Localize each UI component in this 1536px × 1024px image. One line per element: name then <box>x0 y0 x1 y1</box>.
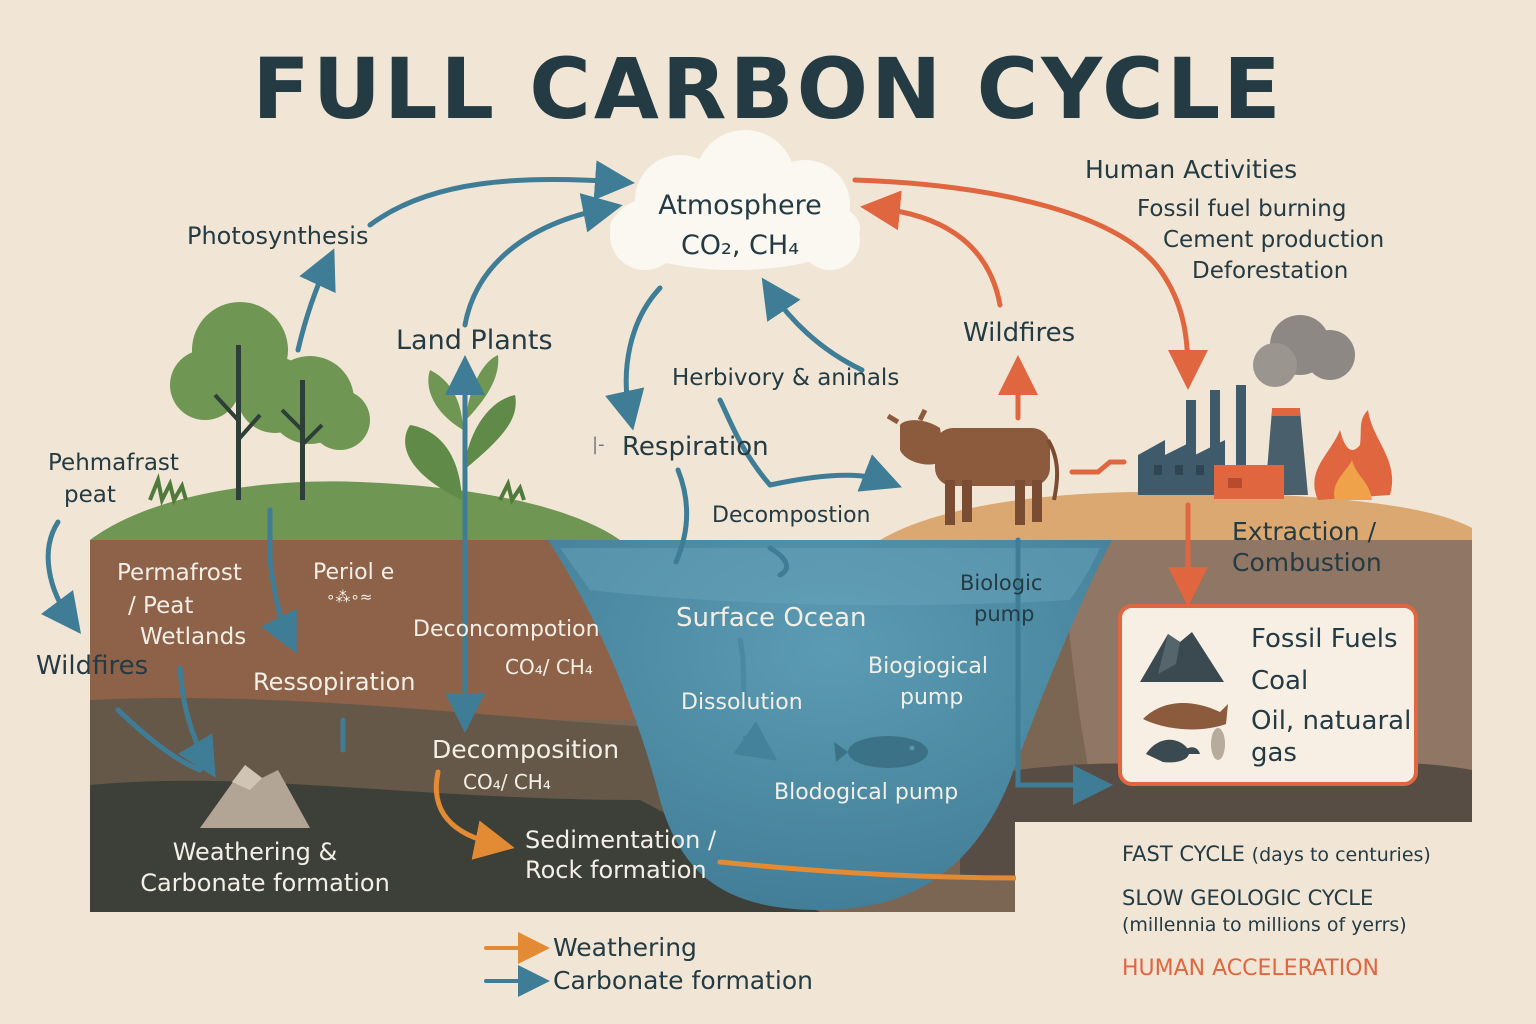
trees-icon <box>148 302 526 507</box>
deconcompotion-label: Deconcompotion <box>413 617 600 642</box>
fossil-fuels-box <box>1118 604 1418 786</box>
rock-formation-label: Rock formation <box>525 856 707 884</box>
slow-cycle-arrows <box>433 769 1018 881</box>
permafrost-peat-top-label: Pehmafrast <box>48 450 179 476</box>
co4-ch4-label-a: CO₄/ CH₄ <box>505 655 593 679</box>
biogiogical-pump-label-2: pump <box>900 685 964 710</box>
wildfires-left-label: Wildfires <box>36 651 149 681</box>
legend-fast-cycle: FAST CYCLE (days to centuries) <box>1122 842 1431 866</box>
fish-icon <box>834 736 928 768</box>
decomposition-top-label: Decompostion <box>712 503 871 528</box>
page-title: FULL CARBON CYCLE <box>252 40 1284 138</box>
ocean <box>548 540 1112 910</box>
fossil-fuel-oil: Oil, natuaral <box>1251 706 1412 736</box>
human-activities-heading: Human Activities <box>1085 155 1298 184</box>
extraction-label: Extraction / <box>1232 517 1376 546</box>
legend-slow-cycle-label: SLOW GEOLOGIC CYCLE <box>1122 886 1374 910</box>
bottom-legend-weathering: Weathering <box>553 933 697 962</box>
carbonate-formation-label: Carbonate formation <box>140 869 390 897</box>
surface-ocean-label: Surface Ocean <box>676 603 867 633</box>
biologic-pump-label-2: pump <box>974 602 1035 626</box>
blodogical-pump-label: Blodogical pump <box>774 780 959 805</box>
atmosphere-gases: CO₂, CH₄ <box>680 230 800 261</box>
biogiogical-pump-label: Biogiogical <box>868 654 988 679</box>
human-activity-fossil-fuel: Fossil fuel burning <box>1137 196 1347 222</box>
fossil-fuels-heading: Fossil Fuels <box>1251 624 1398 654</box>
fossil-fuel-coal: Coal <box>1251 666 1309 696</box>
plant-icon <box>405 355 516 500</box>
photosynthesis-label: Photosynthesis <box>187 222 369 250</box>
grass-hill <box>90 481 620 540</box>
atmosphere-label: Atmosphere <box>658 190 822 221</box>
respiration-label: Respiration <box>622 432 769 462</box>
land-plants-label: Land Plants <box>396 325 553 356</box>
periole-marks: ∘⁂∘≈ <box>326 588 373 606</box>
sand-land <box>880 491 1472 540</box>
mountain-icon <box>200 765 310 828</box>
dissolution-label: Dissolution <box>681 690 803 715</box>
legend-fast-cycle-label: FAST CYCLE <box>1122 842 1245 866</box>
fossil-fuel-gas: gas <box>1251 738 1297 768</box>
periole-label: Periol e <box>313 560 395 585</box>
bottom-legend-carbonate: Carbonate formation <box>553 966 814 995</box>
factory-icon <box>1138 315 1355 499</box>
co4-ch4-label-b: CO₄/ CH₄ <box>463 770 551 794</box>
ressopiration-label: Ressopiration <box>253 668 416 696</box>
fire-icon <box>1314 410 1393 500</box>
cow-icon <box>886 408 1060 525</box>
permafrost-label: Permafrost <box>117 560 242 586</box>
decomposition-bottom-label: Decomposition <box>432 735 620 764</box>
human-activity-cement: Cement production <box>1163 227 1385 253</box>
peat-label: / Peat <box>128 593 194 619</box>
legend-slow-cycle-note: (millennia to millions of yerrs) <box>1122 914 1407 936</box>
human-arrows <box>852 177 1208 607</box>
legend-fast-cycle-note: (days to centuries) <box>1251 844 1431 866</box>
legend-panel <box>1016 822 1536 1024</box>
wetlands-label: Wetlands <box>140 624 247 650</box>
human-activity-deforestation: Deforestation <box>1192 258 1349 284</box>
permafrost-peat-top-label-2: peat <box>64 482 116 508</box>
wildfires-right-label: Wildfires <box>963 318 1076 348</box>
legend-human-label: HUMAN ACCELERATION <box>1122 956 1380 981</box>
herbivory-label: Herbivory & aninals <box>672 365 900 391</box>
cloud-icon <box>610 130 860 270</box>
weathering-label: Weathering & <box>172 838 338 866</box>
fossil-fuel-icons <box>1140 632 1228 763</box>
combustion-label: Combustion <box>1232 548 1382 577</box>
fast-cycle-arrows <box>41 160 1113 805</box>
respiration-tick: |- <box>592 434 605 455</box>
biologic-pump-label: Biologic <box>960 571 1043 595</box>
sedimentation-label: Sedimentation / <box>525 826 717 854</box>
